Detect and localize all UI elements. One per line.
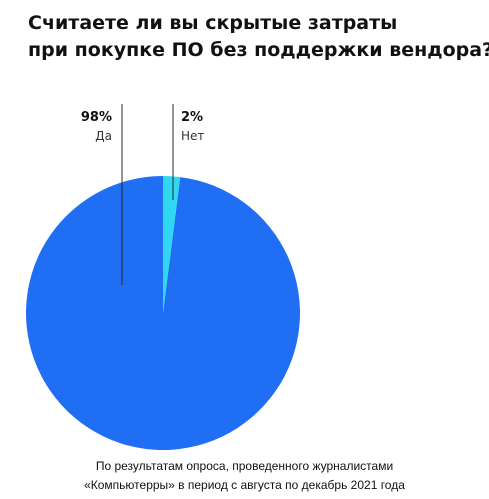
pie-slices [26, 176, 301, 450]
source-note: По результатам опроса, проведенного журн… [0, 457, 489, 495]
chart-title-line-2: при покупке ПО без поддержки вендора? [28, 39, 489, 61]
slice-value-label-1: 98% [81, 110, 112, 125]
pie-chart: 98% Да 2% Нет [26, 104, 301, 450]
pie-slice-2 [163, 176, 181, 313]
source-note-line-1: По результатам опроса, проведенного журн… [95, 459, 394, 473]
slice-labels: 98% Да 2% Нет [81, 110, 205, 143]
chart-title: Считаете ли вы скрытые затраты при покуп… [28, 10, 489, 64]
label-leader-lines [121, 104, 174, 285]
slice-name-label-2: Нет [181, 129, 204, 143]
chart-title-line-1: Считаете ли вы скрытые затраты [28, 12, 398, 34]
pie-slice-1 [26, 176, 301, 450]
source-note-line-2: «Компьютерры» в период с августа по дека… [84, 478, 405, 492]
slice-name-label-1: Да [95, 129, 112, 143]
slice-value-label-2: 2% [181, 110, 203, 125]
